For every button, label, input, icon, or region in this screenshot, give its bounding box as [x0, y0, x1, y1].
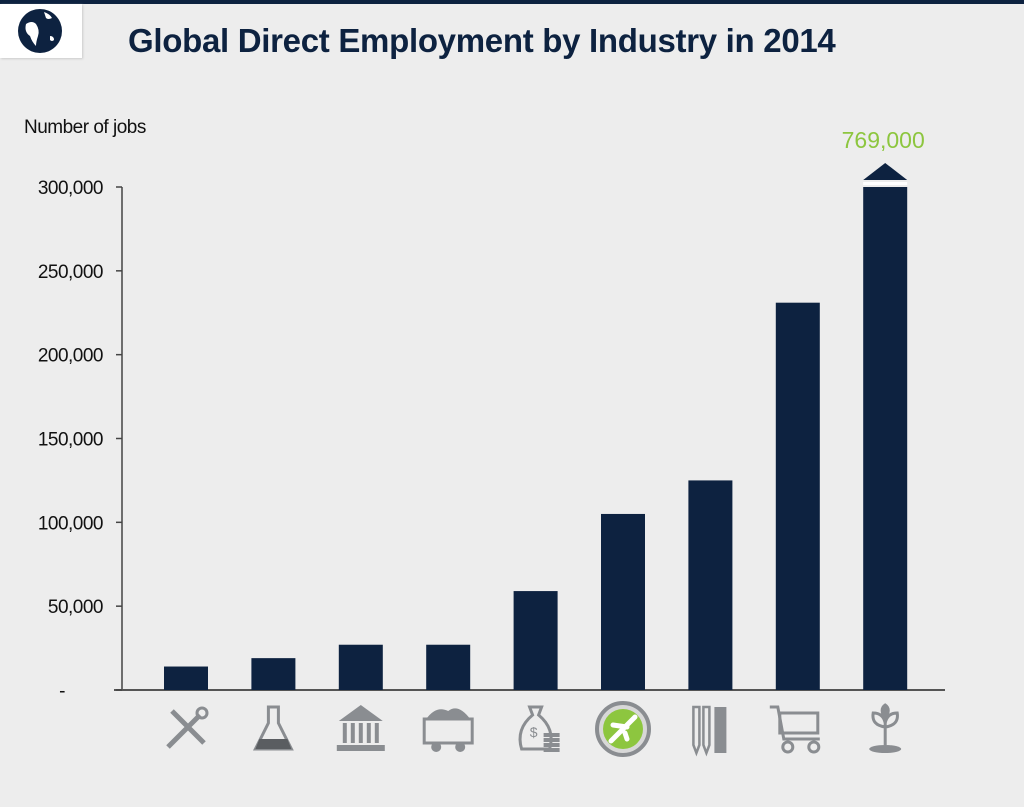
y-tick-label: - [59, 681, 65, 702]
globe-icon [18, 9, 62, 53]
flask-icon [252, 705, 294, 751]
bar-plant [863, 187, 908, 690]
y-tick-label: 50,000 [48, 597, 103, 618]
bar-mine-cart [426, 644, 471, 690]
axis-break [863, 182, 908, 185]
y-tick-label: 150,000 [38, 430, 103, 451]
y-tick-label: 300,000 [38, 178, 103, 199]
bar-bank [338, 644, 383, 690]
top-bar [0, 0, 1024, 4]
bar-tools [164, 666, 208, 690]
data-label: 769,000 [842, 127, 925, 153]
money-bag-icon: $ [518, 705, 560, 752]
pencils-ruler-icon [692, 705, 727, 757]
overflow-arrow [863, 163, 908, 180]
y-tick-label: 200,000 [38, 346, 103, 367]
bar-pencils-ruler [688, 480, 733, 690]
chart-title: Global Direct Employment by Industry in … [128, 22, 836, 59]
bar-flask [251, 658, 296, 690]
airplane-icon [595, 701, 651, 757]
svg-text:$: $ [530, 724, 538, 740]
tools-icon [166, 706, 209, 749]
mine-cart-icon [422, 708, 474, 752]
y-tick-label: 100,000 [38, 513, 103, 534]
logo [0, 4, 82, 58]
bank-icon [336, 705, 385, 751]
plant-icon [869, 703, 902, 753]
y-axis-label: Number of jobs [24, 117, 146, 138]
y-tick-label: 250,000 [38, 262, 103, 283]
shopping-cart-icon [769, 705, 821, 754]
bar-airplane [601, 513, 645, 690]
bar-shopping-cart [775, 302, 820, 690]
bar-money-bag [513, 591, 558, 690]
